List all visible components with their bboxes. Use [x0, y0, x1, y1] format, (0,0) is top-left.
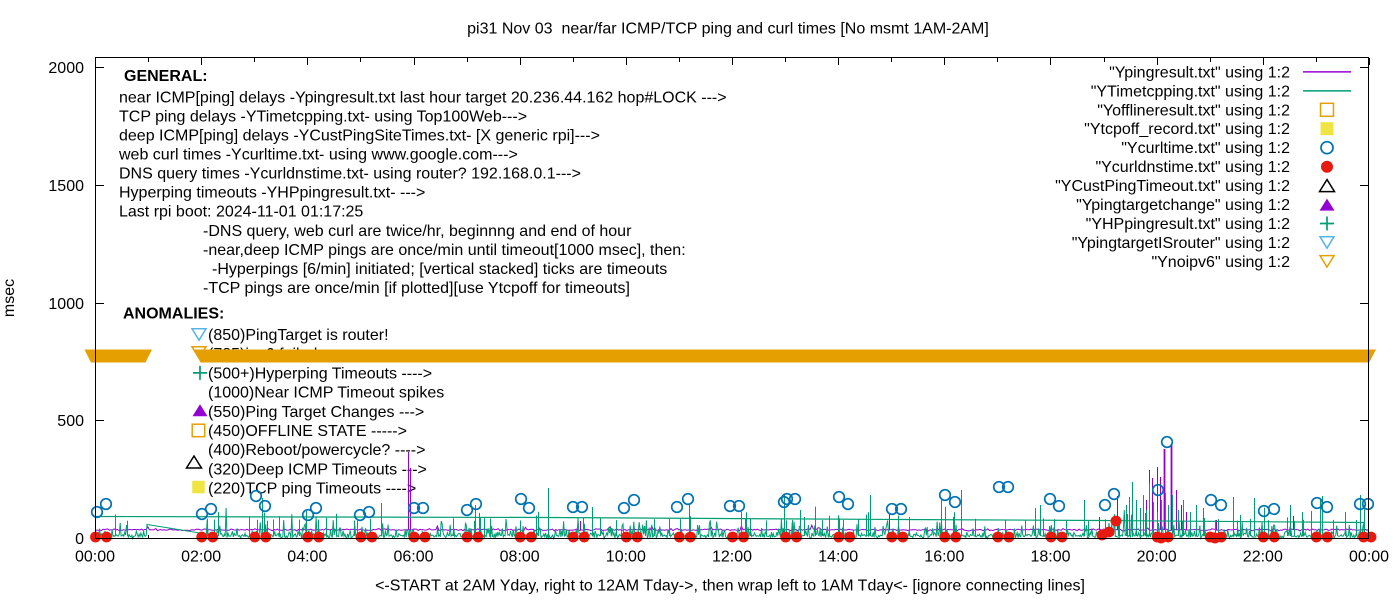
svg-text:"YCustPingTimeout.txt" using 1: "YCustPingTimeout.txt" using 1:2: [1055, 178, 1290, 195]
svg-text:06:00: 06:00: [393, 549, 433, 566]
svg-text:"Ytcpoff_record.txt" using 1:2: "Ytcpoff_record.txt" using 1:2: [1084, 121, 1290, 138]
svg-text:18:00: 18:00: [1030, 549, 1070, 566]
svg-text:-Hyperpings [6/min] initiated;: -Hyperpings [6/min] initiated; [vertical…: [212, 261, 667, 278]
svg-text:0: 0: [75, 531, 84, 548]
svg-text:GENERAL:: GENERAL:: [124, 68, 208, 85]
svg-text:msec: msec: [1, 279, 18, 317]
svg-text:(1000)Near ICMP Timeout spikes: (1000)Near ICMP Timeout spikes: [208, 385, 444, 402]
svg-text:"YTimetcpping.txt" using 1:2: "YTimetcpping.txt" using 1:2: [1091, 83, 1290, 100]
svg-text:"Ynoipv6" using 1:2: "Ynoipv6" using 1:2: [1151, 254, 1290, 271]
svg-text:"Ycurldnstime.txt" using 1:2: "Ycurldnstime.txt" using 1:2: [1095, 159, 1290, 176]
svg-text:12:00: 12:00: [712, 549, 752, 566]
svg-text:TCP ping delays -YTimetcpping.: TCP ping delays -YTimetcpping.txt- using…: [119, 109, 527, 126]
svg-text:04:00: 04:00: [287, 549, 327, 566]
svg-text:10:00: 10:00: [606, 549, 646, 566]
svg-text:"YpingtargetISrouter" using 1:: "YpingtargetISrouter" using 1:2: [1072, 235, 1290, 252]
svg-text:(550)Ping Target Changes --->: (550)Ping Target Changes --->: [208, 404, 424, 421]
svg-text:00:00: 00:00: [75, 549, 115, 566]
svg-text:-TCP pings are once/min [if pl: -TCP pings are once/min [if plotted][use…: [203, 280, 630, 297]
svg-text:14:00: 14:00: [818, 549, 858, 566]
svg-text:deep ICMP[ping] delays -YCustP: deep ICMP[ping] delays -YCustPingSiteTim…: [119, 128, 600, 145]
svg-text:(850)PingTarget is router!: (850)PingTarget is router!: [208, 327, 389, 344]
svg-text:"YHPpingresult.txt" using 1:2: "YHPpingresult.txt" using 1:2: [1086, 216, 1290, 233]
svg-text:(500+)Hyperping Timeouts ---->: (500+)Hyperping Timeouts ---->: [208, 365, 432, 382]
svg-text:20:00: 20:00: [1137, 549, 1177, 566]
svg-text:Hyperping timeouts -YHPpingres: Hyperping timeouts -YHPpingresult.txt- -…: [119, 185, 425, 202]
svg-text:00:00: 00:00: [1349, 549, 1389, 566]
svg-text:-DNS query, web curl are twice: -DNS query, web curl are twice/hr, begin…: [203, 223, 632, 240]
svg-text:1000: 1000: [48, 296, 84, 313]
svg-text:ANOMALIES:: ANOMALIES:: [123, 306, 224, 323]
svg-text:1500: 1500: [48, 178, 84, 195]
svg-text:Last rpi boot: 2024-11-01 01:1: Last rpi boot: 2024-11-01 01:17:25: [119, 204, 363, 221]
svg-text:(400)Reboot/powercycle? ---->: (400)Reboot/powercycle? ---->: [208, 442, 425, 459]
svg-text:08:00: 08:00: [500, 549, 540, 566]
svg-text:(320)Deep ICMP Timeouts --->: (320)Deep ICMP Timeouts --->: [208, 461, 427, 478]
svg-text:"Ypingtargetchange" using 1:2: "Ypingtargetchange" using 1:2: [1076, 197, 1290, 214]
svg-text:<-START at 2AM Yday, right to: <-START at 2AM Yday, right to 12AM Tday-…: [375, 578, 1085, 595]
svg-text:"Ycurltime.txt" using 1:2: "Ycurltime.txt" using 1:2: [1121, 140, 1290, 157]
svg-text:web curl times -Ycurltime.txt-: web curl times -Ycurltime.txt- using www…: [118, 147, 518, 164]
svg-text:pi31 Nov 03 near/far ICMP/TCP: pi31 Nov 03 near/far ICMP/TCP ping and c…: [467, 21, 989, 38]
svg-text:(450)OFFLINE STATE ----->: (450)OFFLINE STATE ----->: [208, 423, 407, 440]
svg-text:500: 500: [57, 413, 84, 430]
svg-text:near ICMP[ping] delays -Ypingr: near ICMP[ping] delays -Ypingresult.txt …: [119, 90, 727, 107]
svg-text:16:00: 16:00: [924, 549, 964, 566]
svg-text:(220)TCP ping Timeouts ---->: (220)TCP ping Timeouts ---->: [208, 481, 416, 498]
svg-text:"Ypingresult.txt" using 1:2: "Ypingresult.txt" using 1:2: [1109, 64, 1290, 81]
svg-text:-near,deep ICMP pings are once: -near,deep ICMP pings are once/min until…: [203, 242, 686, 259]
svg-text:DNS query times -Ycurldnstime.: DNS query times -Ycurldnstime.txt- using…: [119, 166, 581, 183]
svg-text:"Yofflineresult.txt" using 1:2: "Yofflineresult.txt" using 1:2: [1097, 102, 1290, 119]
svg-text:22:00: 22:00: [1243, 549, 1283, 566]
svg-text:02:00: 02:00: [181, 549, 221, 566]
svg-text:2000: 2000: [48, 60, 84, 77]
